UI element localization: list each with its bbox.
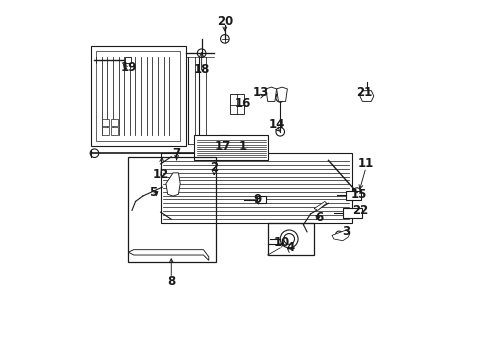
Bar bbox=[91, 46, 185, 146]
Text: 17: 17 bbox=[215, 140, 231, 153]
Bar bbox=[124, 58, 131, 63]
Polygon shape bbox=[276, 87, 287, 102]
Text: 20: 20 bbox=[216, 14, 232, 27]
Polygon shape bbox=[165, 173, 180, 196]
Bar bbox=[160, 153, 351, 223]
Text: 1: 1 bbox=[238, 140, 246, 153]
Text: 13: 13 bbox=[252, 86, 268, 99]
Text: 5: 5 bbox=[149, 186, 157, 199]
Text: 7: 7 bbox=[172, 147, 181, 160]
Text: 3: 3 bbox=[342, 225, 350, 238]
Bar bbox=[110, 127, 118, 135]
Bar bbox=[102, 127, 109, 135]
Text: 8: 8 bbox=[167, 275, 175, 288]
Text: 12: 12 bbox=[152, 168, 168, 181]
Polygon shape bbox=[128, 249, 208, 260]
Bar bbox=[194, 135, 267, 160]
Bar bbox=[219, 135, 228, 148]
Text: 16: 16 bbox=[234, 97, 250, 110]
Bar bbox=[110, 118, 118, 126]
Bar bbox=[346, 191, 360, 200]
Bar bbox=[342, 207, 362, 217]
Text: 4: 4 bbox=[286, 241, 294, 255]
Text: 18: 18 bbox=[193, 63, 209, 76]
Polygon shape bbox=[359, 91, 373, 102]
Bar bbox=[96, 51, 180, 141]
Bar bbox=[128, 157, 216, 262]
Text: 10: 10 bbox=[273, 236, 289, 249]
Text: 6: 6 bbox=[315, 211, 323, 224]
Text: 14: 14 bbox=[268, 118, 284, 131]
Text: 15: 15 bbox=[350, 188, 366, 201]
Polygon shape bbox=[313, 202, 326, 210]
Bar bbox=[102, 118, 109, 126]
Text: 9: 9 bbox=[252, 193, 261, 206]
Polygon shape bbox=[331, 230, 349, 241]
Text: 2: 2 bbox=[210, 161, 218, 174]
Polygon shape bbox=[230, 94, 244, 114]
Text: 22: 22 bbox=[352, 204, 368, 217]
Bar bbox=[257, 196, 265, 203]
Polygon shape bbox=[265, 87, 276, 102]
Text: 11: 11 bbox=[357, 157, 373, 170]
Bar bbox=[267, 223, 313, 255]
Text: 19: 19 bbox=[120, 61, 136, 74]
Text: 21: 21 bbox=[355, 86, 371, 99]
